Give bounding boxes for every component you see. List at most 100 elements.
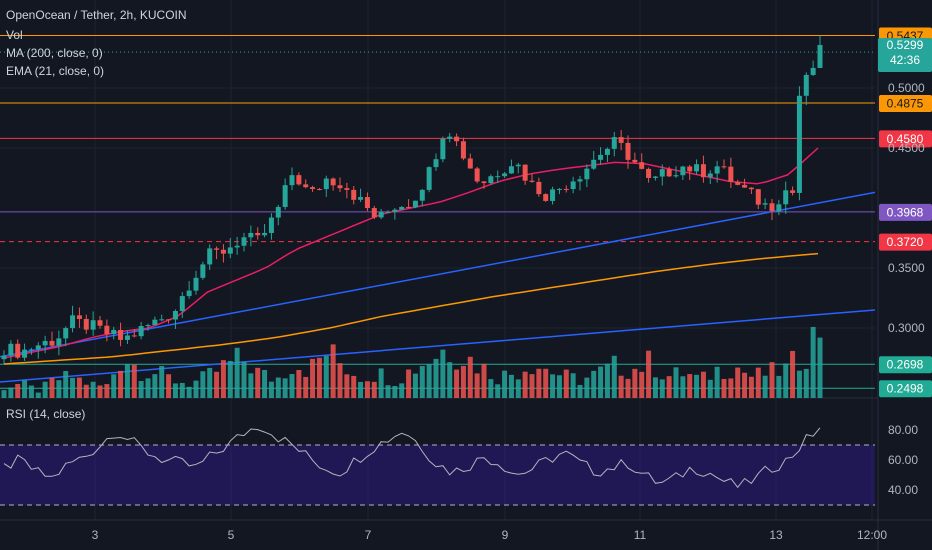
volume-bar [495, 384, 501, 398]
volume-bar [186, 386, 192, 398]
candle-body [111, 329, 117, 335]
volume-bar [419, 366, 425, 398]
candle-body [680, 166, 686, 176]
volume-bar [152, 374, 158, 398]
volume-bar [467, 356, 473, 398]
candle-body [124, 335, 130, 340]
volume-bar [63, 370, 69, 398]
candle-body [378, 211, 384, 218]
time-axis: 3 5 7 9 11 13 12:00 [0, 519, 932, 542]
rsi-pane [0, 427, 875, 506]
volume-bar [234, 347, 240, 398]
volume-bar [275, 377, 281, 398]
volume-bar [378, 368, 384, 398]
volume-bar [577, 384, 583, 398]
volume-bar [748, 376, 754, 398]
level-tag [879, 95, 932, 112]
candle-body [56, 338, 62, 346]
candle-body [145, 325, 151, 327]
candle-body [255, 232, 261, 236]
ema-legend: EMA (21, close, 0) [6, 64, 105, 78]
candle-body [8, 343, 14, 356]
candle-body [303, 184, 309, 188]
time-tick-label: 12:00 [857, 528, 887, 542]
volume-bars [1, 326, 823, 398]
candle-body [735, 181, 741, 185]
volume-bar [536, 368, 542, 398]
candle-body [591, 159, 597, 169]
candle-body [330, 178, 336, 186]
volume-bar [344, 374, 350, 398]
volume-bar [262, 369, 268, 398]
candle-body [426, 167, 432, 190]
volume-bar [762, 375, 768, 398]
level-tag-label: 0.2698 [887, 358, 924, 372]
candle-body [646, 168, 652, 178]
candle-body [563, 188, 569, 190]
candle-body [467, 158, 473, 169]
volume-bar [550, 374, 556, 398]
candle-body [618, 137, 624, 143]
candle-body [748, 187, 754, 190]
candle-body [481, 181, 487, 184]
bar-countdown: 42:36 [889, 53, 921, 67]
candles [1, 35, 823, 364]
level-tag-label: 0.3720 [887, 235, 924, 249]
level-tag-label: 0.4875 [887, 97, 924, 111]
volume-bar [337, 363, 343, 398]
volume-bar [76, 377, 82, 398]
rsi-tick-label: 40.00 [888, 483, 918, 497]
candle-body [447, 136, 453, 139]
volume-bar [714, 366, 720, 398]
rsi-band [0, 445, 875, 505]
volume-bar [220, 360, 226, 398]
candle-body [742, 184, 748, 188]
candle-body [138, 326, 144, 337]
volume-bar [15, 383, 21, 398]
volume-bar [625, 378, 631, 398]
candle-body [598, 154, 604, 160]
volume-bar [508, 374, 514, 398]
volume-bar [28, 385, 34, 398]
volume-bar [700, 371, 706, 398]
candle-body [433, 159, 439, 168]
candle-body [632, 159, 638, 163]
candle-body [234, 245, 240, 248]
candle-body [63, 328, 69, 339]
volume-bar [227, 360, 233, 398]
volume-bar [618, 375, 624, 398]
volume-bar [406, 369, 412, 398]
candle-body [351, 189, 357, 200]
candle-body [810, 67, 816, 75]
volume-bar [810, 326, 816, 398]
candle-body [1, 355, 7, 360]
candle-body [755, 189, 761, 205]
volume-bar [248, 373, 254, 398]
candle-body [172, 311, 178, 320]
candle-body [536, 181, 542, 195]
volume-bar [611, 355, 617, 398]
volume-bar [22, 380, 28, 398]
candle-body [310, 187, 316, 190]
volume-bar [255, 367, 261, 398]
volume-bar [433, 358, 439, 398]
volume-bar [755, 367, 761, 398]
volume-bar [70, 377, 76, 398]
volume-bar [42, 381, 48, 398]
level-tag [879, 130, 932, 148]
volume-bar [570, 373, 576, 398]
volume-bar [316, 357, 322, 398]
volume-bar [563, 369, 569, 398]
candle-body [728, 166, 734, 182]
candle-body [241, 237, 247, 246]
volume-bar [399, 383, 405, 398]
volume-bar [8, 387, 14, 398]
volume-bar [412, 373, 418, 398]
candle-body [488, 176, 494, 184]
candle-body [364, 197, 370, 209]
volume-bar [172, 383, 178, 398]
candle-body [762, 203, 768, 205]
candle-body [323, 178, 329, 190]
volume-bar [1, 390, 7, 398]
